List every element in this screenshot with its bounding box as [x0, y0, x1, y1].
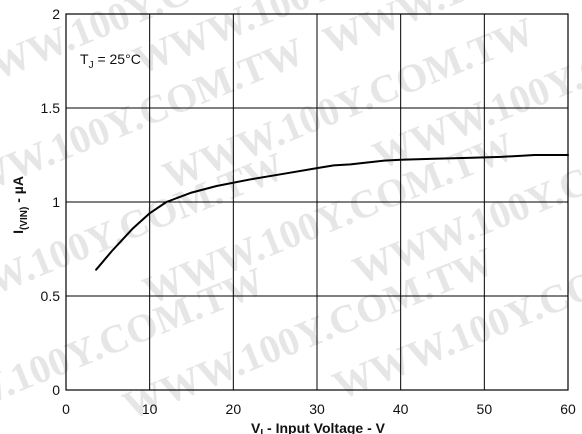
annotation-rest: = 25°C — [94, 51, 141, 67]
x-tick-label: 30 — [309, 401, 325, 417]
y-tick-labels: 0 0.5 1 1.5 2 — [41, 6, 61, 398]
y-axis-title-main: I — [10, 230, 26, 234]
plot-frame — [65, 13, 569, 391]
y-tick-label: 0 — [52, 382, 60, 398]
x-tick-labels: 0 10 20 30 40 50 60 — [62, 401, 576, 417]
x-axis-title: VI - Input Voltage - V — [251, 420, 386, 434]
y-axis-title: I(VIN) - µA — [10, 176, 30, 234]
series-layer — [95, 154, 569, 271]
y-tick-label: 0.5 — [41, 288, 61, 304]
x-tick-label: 20 — [226, 401, 242, 417]
y-tick-label: 1 — [52, 194, 60, 210]
temperature-annotation: TJ = 25°C — [80, 51, 141, 71]
x-tick-label: 50 — [477, 401, 493, 417]
y-axis-title-sub: (VIN) — [19, 207, 30, 230]
x-axis-title-main: V — [251, 420, 261, 434]
x-axis-title-rest: - Input Voltage - V — [263, 420, 386, 434]
annotation-sub: J — [89, 60, 94, 71]
series-line — [95, 154, 569, 271]
x-tick-label: 0 — [62, 401, 70, 417]
y-axis-title-rest: - µA — [10, 176, 26, 207]
x-tick-label: 40 — [393, 401, 409, 417]
x-tick-label: 10 — [142, 401, 158, 417]
y-tick-label: 2 — [52, 6, 60, 22]
y-tick-label: 1.5 — [41, 100, 61, 116]
annotation-main: T — [80, 51, 89, 67]
x-axis-title-sub: I — [260, 428, 263, 434]
grid-lines — [66, 14, 568, 390]
x-tick-label: 60 — [560, 401, 576, 417]
